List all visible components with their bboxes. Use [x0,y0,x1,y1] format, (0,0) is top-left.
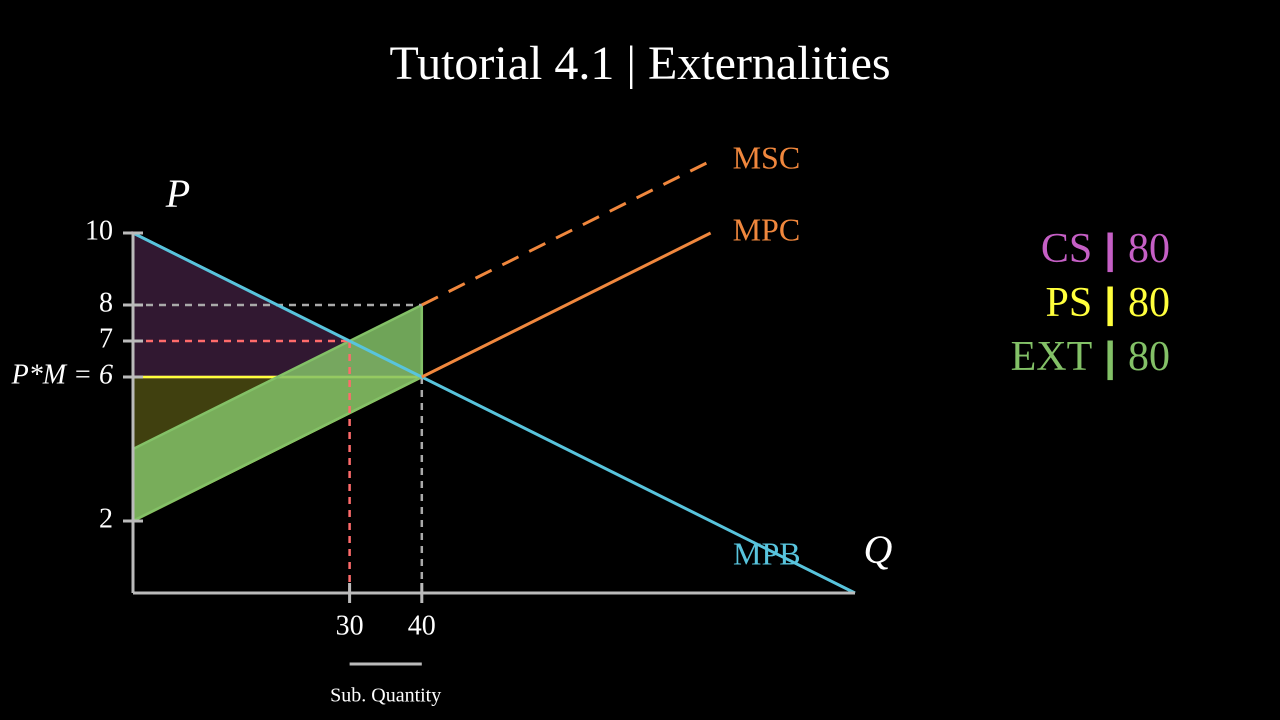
curve-label: MPB [733,535,801,571]
y-axis-label: P [165,171,190,216]
legend-name: CS [1041,226,1092,272]
curve [421,159,712,307]
curve-label: MSC [733,139,801,175]
y-tick-label: P*M = 6 [11,359,113,390]
curve-label: MPC [733,211,801,247]
legend-name: EXT [1011,334,1093,380]
legend-value: 80 [1128,334,1170,380]
legend-entry: EXT | 80 [1011,333,1170,381]
x-tick-label: 40 [408,610,436,641]
y-tick-label: 8 [99,287,113,318]
legend-entry: PS | 80 [1046,279,1170,327]
y-tick-label: 2 [99,503,113,534]
chart-title: Tutorial 4.1 | Externalities [389,37,890,90]
legend-separator: | [1104,225,1116,273]
curve [132,231,856,595]
y-tick-label: 10 [85,215,113,246]
legend-entry: CS | 80 [1041,225,1170,273]
legend-name: PS [1046,280,1093,326]
bracket-label: Sub. Quantity [330,685,441,707]
x-axis-label: Q [864,527,893,572]
legend-separator: | [1104,333,1116,381]
y-tick-label: 7 [99,323,113,354]
x-tick-label: 30 [336,610,364,641]
legend-separator: | [1104,279,1116,327]
curve [421,231,712,379]
legend-value: 80 [1128,280,1170,326]
legend-value: 80 [1128,226,1170,272]
